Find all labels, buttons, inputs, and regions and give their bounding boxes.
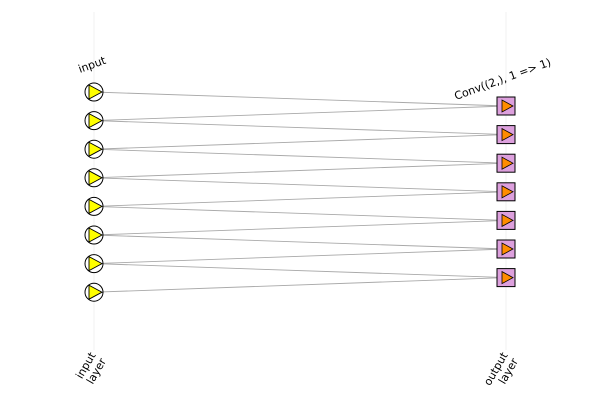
input-node-triangle [88, 112, 103, 129]
output-node-triangle [501, 185, 514, 199]
input-node [84, 225, 104, 245]
edge-in3-out2 [93, 134, 507, 150]
edge-in5-out5 [93, 205, 507, 221]
input-node-triangle [88, 284, 103, 300]
layer-label: Conv((2,), 1 => 1) [453, 56, 553, 103]
input-node [84, 82, 104, 102]
output-node [496, 182, 516, 202]
edge-in2-out2 [93, 120, 507, 136]
edge-in4-out4 [93, 177, 507, 193]
output-node [496, 239, 516, 259]
x-axis-ticks: inputlayer outputlayer [73, 349, 521, 394]
output-node [496, 210, 516, 230]
input-node [84, 282, 104, 302]
input-node [84, 254, 104, 274]
edge-in7-out6 [93, 248, 507, 265]
input-node-triangle [88, 84, 103, 100]
output-node [496, 125, 516, 145]
edge-in3-out3 [93, 148, 507, 164]
input-nodes [84, 82, 104, 302]
output-node [496, 153, 516, 173]
x-tick-label-2: outputlayer [481, 349, 521, 394]
edge-in8-out7 [93, 277, 507, 293]
input-node-triangle [88, 198, 103, 215]
connection-edges [93, 91, 507, 293]
input-node-triangle [88, 170, 103, 186]
edge-in7-out7 [93, 263, 507, 279]
output-node-triangle [501, 213, 514, 228]
output-node-triangle [501, 242, 514, 256]
input-node-triangle [88, 141, 103, 157]
input-node [84, 111, 104, 131]
output-nodes [496, 96, 516, 288]
input-node-triangle [88, 255, 103, 272]
output-node [496, 96, 516, 116]
output-node-triangle [501, 270, 514, 285]
edge-in1-out1 [93, 91, 507, 107]
output-node-triangle [501, 99, 514, 113]
edge-in6-out5 [93, 219, 507, 236]
output-node [496, 268, 516, 288]
input-node [84, 196, 104, 216]
gridlines [93, 12, 507, 350]
edge-in6-out6 [93, 234, 507, 250]
x-tick-label-1: inputlayer [73, 349, 109, 387]
input-node-label: input [77, 54, 109, 76]
edge-in2-out1 [93, 105, 507, 122]
edge-in4-out3 [93, 162, 507, 179]
output-node-triangle [501, 127, 514, 142]
input-node-triangle [88, 227, 103, 243]
input-node [84, 168, 104, 188]
output-node-triangle [501, 156, 514, 170]
edge-in5-out4 [93, 191, 507, 207]
input-node [84, 139, 104, 159]
